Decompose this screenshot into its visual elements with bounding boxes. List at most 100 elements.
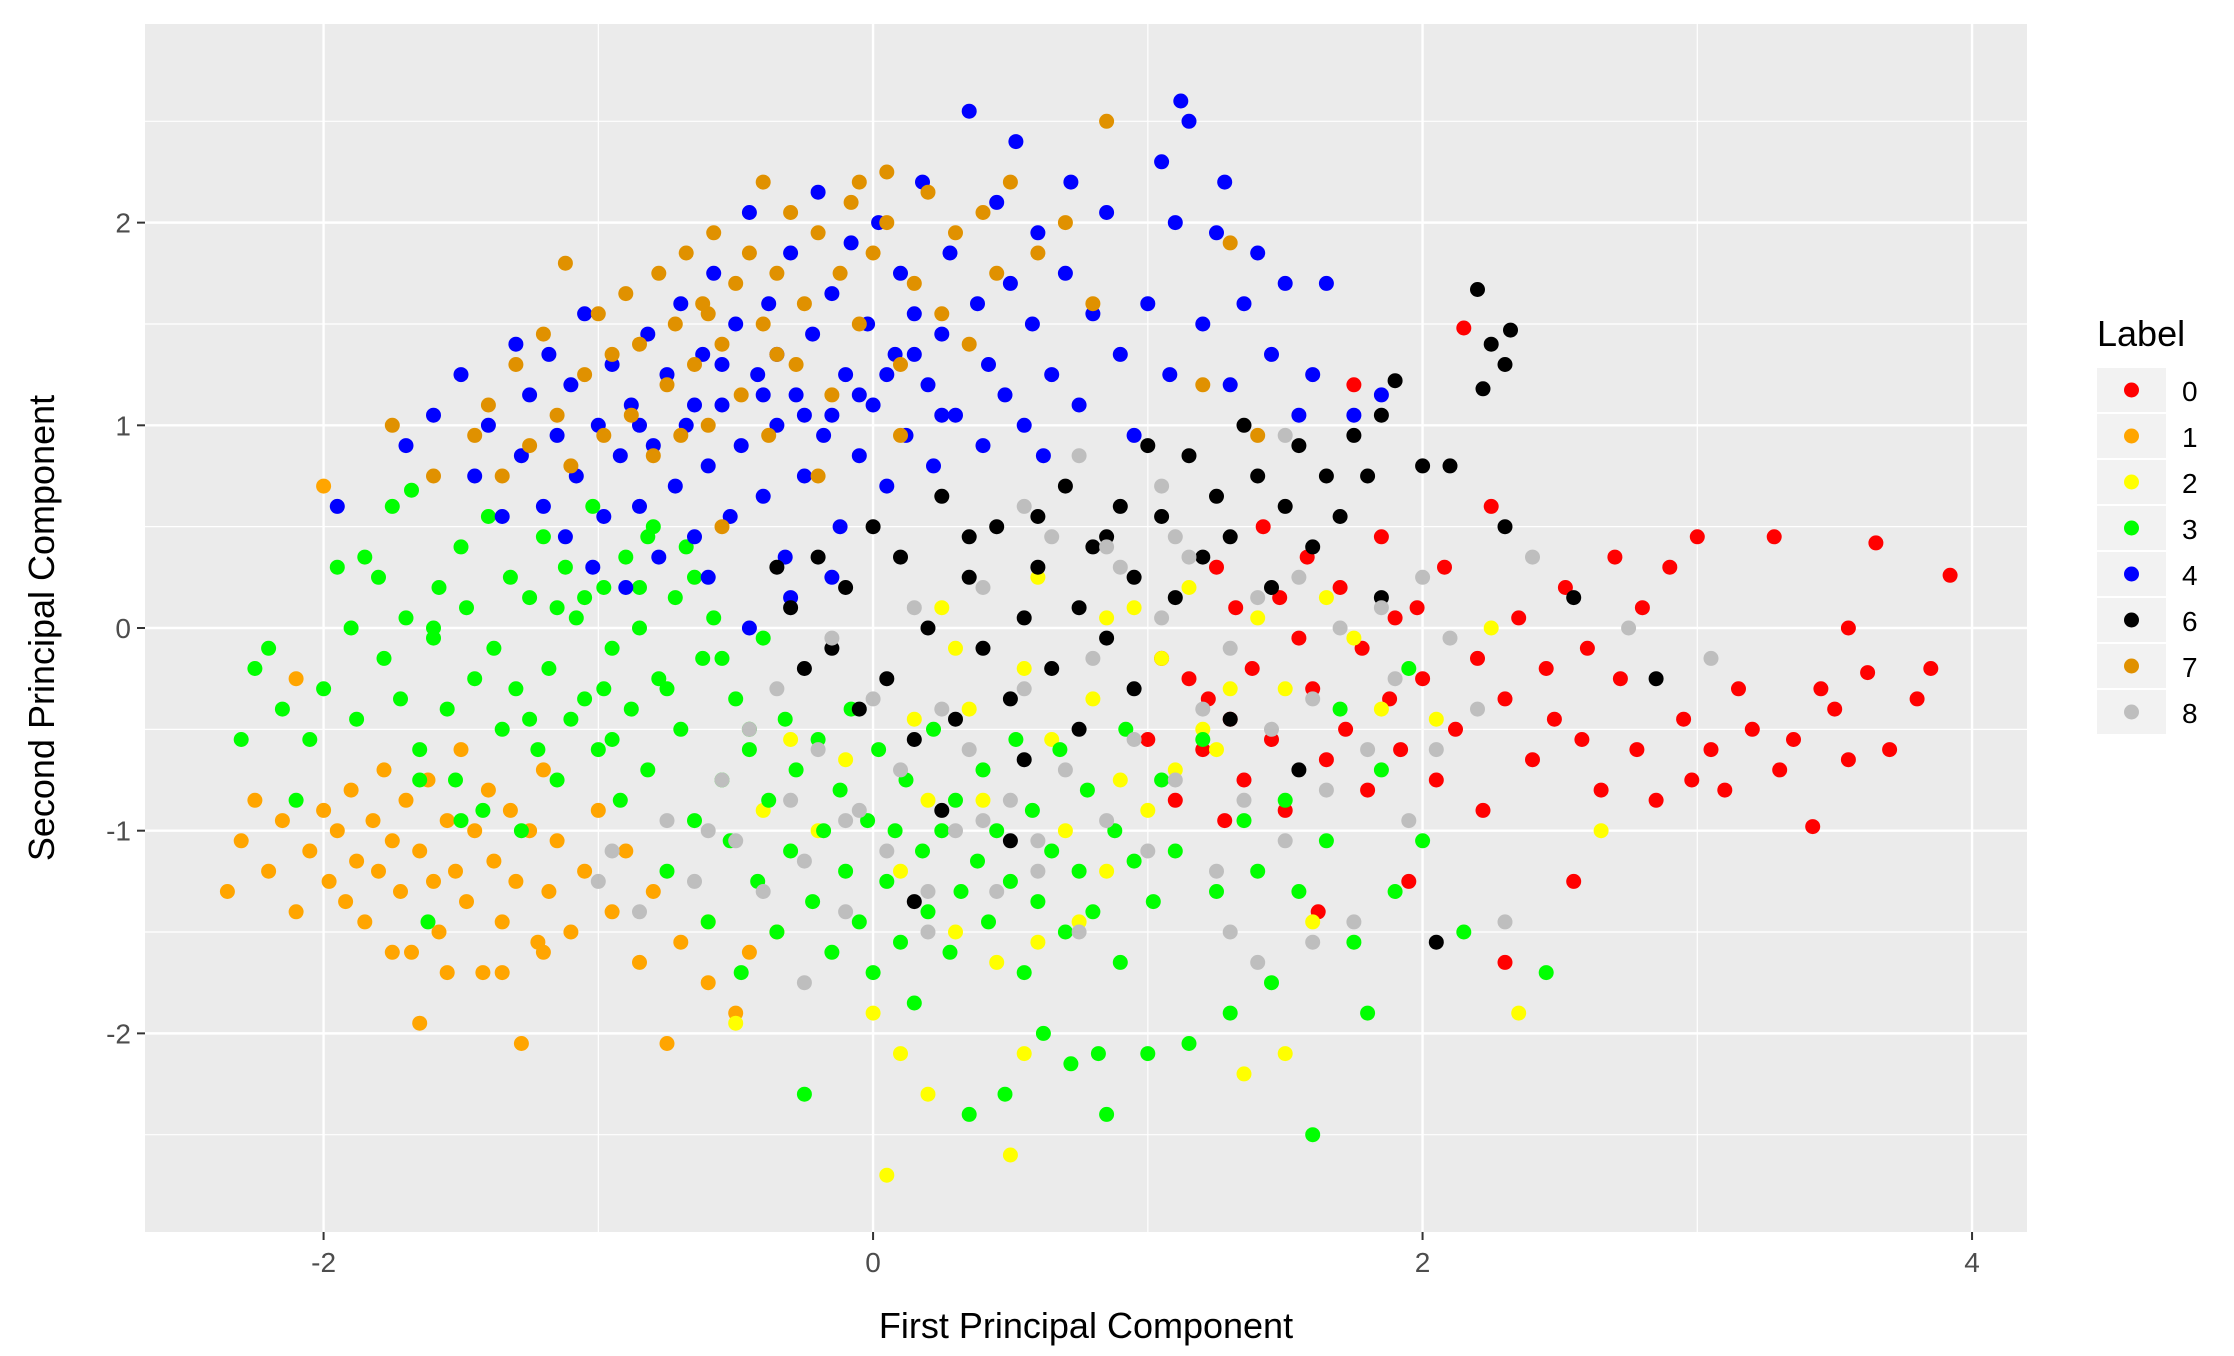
data-point-label-3 [805,894,821,910]
data-point-label-1 [357,914,373,930]
data-point-label-4 [879,367,895,383]
data-point-label-4 [1154,154,1170,170]
data-point-label-7 [618,286,634,302]
data-point-label-4 [920,377,936,393]
data-point-label-6 [1291,438,1307,454]
data-point-label-8 [906,600,922,616]
data-point-label-1 [577,863,593,879]
data-point-label-8 [714,772,730,788]
data-point-label-6 [838,580,854,595]
data-point-label-4 [961,103,977,119]
data-point-label-6 [1044,661,1060,676]
data-point-label-3 [893,934,908,950]
data-point-label-8 [989,884,1005,899]
data-point-label-4 [695,346,711,362]
data-point-label-6 [1305,539,1321,555]
data-point-label-2 [1099,610,1115,626]
data-point-label-7 [728,275,744,291]
data-point-label-4 [667,478,683,494]
data-point-label-8 [632,904,647,920]
data-point-label-4 [1305,367,1321,383]
data-point-label-7 [557,255,573,271]
data-point-label-8 [1071,924,1087,940]
data-point-label-1 [371,863,386,879]
data-point-label-3 [961,1106,977,1122]
data-point-label-3 [953,884,969,899]
data-point-label-3 [577,590,593,606]
data-point-label-0 [1483,498,1499,514]
data-point-label-3 [439,701,455,717]
data-point-label-4 [989,194,1005,210]
data-point-label-7 [1085,296,1101,312]
data-point-label-6 [1346,427,1362,443]
data-point-label-4 [761,296,777,312]
data-point-label-3 [824,944,840,960]
data-point-label-4 [893,265,908,281]
data-point-label-3 [1456,924,1472,940]
data-point-label-3 [659,863,675,879]
x-axis-title: First Principal Component [879,1305,1293,1346]
data-point-label-6 [783,600,799,616]
data-point-label-4 [640,326,656,342]
data-point-label-3 [1071,863,1087,879]
data-point-label-4 [706,265,722,281]
data-point-label-6 [1071,721,1087,737]
data-point-label-6 [1483,336,1499,352]
data-point-label-4 [585,559,601,575]
data-point-label-2 [1112,772,1128,788]
data-point-label-6 [1099,630,1115,646]
data-point-label-8 [1167,772,1183,788]
data-point-label-4 [1167,215,1183,231]
legend-label-4: 4 [2182,560,2198,591]
data-point-label-4 [1277,275,1293,291]
data-point-label-3 [1024,802,1040,818]
data-point-label-4 [722,509,738,524]
data-point-label-7 [1195,377,1211,393]
data-point-label-3 [1209,884,1224,899]
data-point-label-7 [678,245,694,261]
data-point-label-4 [750,367,766,383]
data-point-label-8 [1140,843,1156,859]
data-point-label-4 [687,529,702,545]
data-point-label-4 [549,427,565,443]
legend-label-2: 2 [2182,468,2198,499]
data-point-label-4 [522,387,538,403]
data-point-label-0 [1662,559,1678,575]
data-point-label-6 [1497,519,1513,535]
data-point-label-1 [412,843,428,859]
data-point-label-8 [1099,539,1115,555]
data-point-label-4 [700,458,716,474]
data-point-label-0 [1840,752,1856,768]
data-point-label-8 [920,884,936,899]
data-point-label-8 [975,813,991,829]
data-point-label-0 [1401,873,1417,889]
data-point-label-0 [1332,580,1348,595]
data-point-label-8 [1277,833,1293,849]
data-point-label-0 [1346,377,1362,393]
data-point-label-8 [1181,549,1197,565]
data-point-label-6 [769,559,785,575]
data-point-label-4 [843,235,859,251]
data-point-label-2 [975,792,991,808]
data-point-label-7 [796,296,812,312]
data-point-label-6 [961,529,977,545]
data-point-label-4 [612,448,628,464]
data-point-label-3 [678,539,694,555]
data-point-label-0 [1538,661,1554,676]
data-point-label-8 [687,873,702,889]
data-point-label-1 [741,944,757,960]
data-point-label-0 [1766,529,1782,545]
data-point-label-0 [1409,600,1425,616]
data-point-label-3 [453,539,469,555]
data-point-label-3 [1236,813,1252,829]
data-point-label-8 [741,721,757,737]
data-point-label-0 [1497,691,1513,707]
data-point-label-4 [879,478,895,494]
data-point-label-7 [535,326,551,342]
data-point-label-8 [659,813,675,829]
data-point-label-3 [398,610,414,626]
data-point-label-6 [1209,488,1224,504]
data-point-label-7 [563,458,579,474]
data-point-label-8 [810,742,826,758]
data-point-label-1 [453,742,469,758]
